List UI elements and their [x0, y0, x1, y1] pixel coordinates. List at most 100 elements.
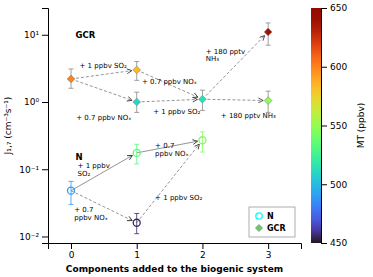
- colorbar-tick-mark: [321, 8, 327, 9]
- colorbar: [311, 8, 321, 243]
- arrow: [137, 70, 198, 97]
- y-tick-label: 10⁰: [24, 97, 39, 107]
- plot-area: [67, 23, 272, 234]
- colorbar-tick-label: 650: [330, 3, 347, 13]
- legend-box: [249, 207, 295, 237]
- colorbar-title: MT (ppbv): [356, 103, 366, 149]
- point: [68, 187, 75, 194]
- annotation: + 180 pptv NH₃: [221, 112, 276, 120]
- arrow: [202, 99, 263, 100]
- annotations: + 1 ppbv SO₂ + 0.7 ppbv NOₓ + 0.7 ppbv NOₓ…: [74, 30, 276, 222]
- annotation: + 1 ppbv SO₂: [80, 62, 127, 70]
- colorbar-tick-mark: [321, 184, 327, 185]
- point: [264, 28, 272, 36]
- x-tick: 2: [200, 243, 206, 260]
- y-axis-title: J₁,₇ (cm⁻³s⁻¹): [3, 97, 13, 156]
- arrow: [137, 144, 200, 223]
- annotation-line: + 1 ppbv SO₂: [155, 194, 202, 202]
- y-tick-mark: [42, 35, 48, 36]
- colorbar-tick: 450: [321, 238, 347, 248]
- error-bar: [134, 213, 139, 233]
- error-bar: [69, 181, 74, 204]
- y-tick: 10¹: [24, 30, 48, 40]
- annotation: + 0.7 ppbv NOₓ: [142, 78, 197, 86]
- legend-label: N: [267, 212, 274, 221]
- series-label: GCR: [76, 30, 96, 40]
- colorbar-axis: 450 500 550 600 650: [321, 3, 347, 248]
- colorbar-tick: 500: [321, 180, 347, 190]
- arrow: [71, 71, 132, 79]
- legend-swatch: [255, 224, 262, 231]
- error-bar: [134, 144, 139, 164]
- annotation: + 0.7ppbv NOₓ: [155, 142, 189, 158]
- colorbar-tick: 650: [321, 3, 347, 13]
- annotation-line: NH₃: [206, 55, 220, 63]
- colorbar-tick-label: 600: [330, 62, 347, 72]
- y-tick-mark: [42, 236, 48, 237]
- annotation: + 1 ppbv SO₂: [153, 108, 200, 116]
- colorbar-tick-mark: [321, 67, 327, 68]
- colorbar-tick-mark: [321, 243, 327, 244]
- colorbar-tick: 550: [321, 121, 347, 131]
- x-axis: 0 1 2 3: [49, 243, 302, 260]
- arrow: [137, 99, 198, 102]
- x-tick: 3: [266, 243, 272, 260]
- y-tick-label: 10⁻¹: [19, 165, 39, 175]
- annotation: + 0.7 ppbv NOₓ: [76, 114, 131, 122]
- x-tick-mark: [268, 243, 269, 249]
- x-tick: 1: [134, 243, 140, 260]
- x-axis-line: [49, 244, 302, 250]
- annotation-line: + 0.7 ppbv NOₓ: [76, 114, 131, 122]
- y-axis-line: [42, 9, 49, 244]
- point: [133, 219, 140, 226]
- annotation-line: SO₂: [78, 170, 91, 178]
- series-0: [68, 132, 206, 234]
- annotation-line: + 0.7 ppbv NOₓ: [142, 78, 197, 86]
- colorbar-tick-label: 550: [330, 121, 347, 131]
- annotation: + 0.7ppbv NOₓ: [74, 206, 108, 222]
- point: [199, 137, 206, 144]
- y-tick-mark: [42, 102, 48, 103]
- series-1: [67, 23, 272, 112]
- chart: 0 1 2 3 10⁻² 10⁻¹ 10⁰ 10¹ Components added to th…: [0, 0, 373, 277]
- x-tick-mark: [202, 243, 203, 249]
- annotation-line: + 1 ppbv SO₂: [80, 62, 127, 70]
- y-tick: 10⁻¹: [19, 165, 48, 175]
- legend-swatch: [256, 213, 262, 219]
- arrows: [71, 36, 265, 223]
- annotation-line: ppbv NOₓ: [74, 214, 108, 222]
- legend: N GCR: [249, 207, 295, 237]
- x-tick-label: 0: [69, 250, 75, 260]
- x-tick-label: 1: [134, 250, 140, 260]
- point: [264, 97, 272, 105]
- colorbar-tick-label: 500: [330, 180, 347, 190]
- x-tick-label: 3: [266, 250, 272, 260]
- y-axis: 10⁻² 10⁻¹ 10⁰ 10¹: [19, 9, 48, 244]
- point: [199, 95, 207, 103]
- x-axis-title: Components added to the biogenic system: [66, 264, 283, 274]
- point: [133, 98, 141, 106]
- arrow: [202, 36, 264, 100]
- colorbar-tick-label: 450: [330, 238, 347, 248]
- annotation: + 180 pptvNH₃: [206, 48, 245, 64]
- point: [67, 75, 75, 83]
- annotation-line: ppbv NOₓ: [155, 150, 189, 158]
- colorbar-group: 450 500 550 600 650 MT (ppbv): [311, 3, 366, 248]
- annotation-line: + 1 ppbv SO₂: [153, 108, 200, 116]
- x-tick: 0: [69, 243, 75, 260]
- annotation: + 1 ppbvSO₂: [78, 162, 110, 178]
- arrow: [71, 79, 132, 100]
- colorbar-tick: 600: [321, 62, 347, 72]
- x-tick-mark: [137, 243, 138, 249]
- y-tick: 10⁰: [24, 97, 48, 107]
- legend-label: GCR: [267, 224, 286, 233]
- y-tick-mark: [42, 169, 48, 170]
- error-bar: [200, 132, 205, 152]
- annotation-line: + 180 pptv NH₃: [221, 112, 276, 120]
- point: [133, 149, 140, 156]
- y-tick-label: 10⁻²: [19, 232, 39, 242]
- colorbar-axis-line: [322, 9, 328, 244]
- point: [133, 66, 141, 74]
- x-tick-mark: [71, 243, 72, 249]
- y-tick-label: 10¹: [24, 30, 39, 40]
